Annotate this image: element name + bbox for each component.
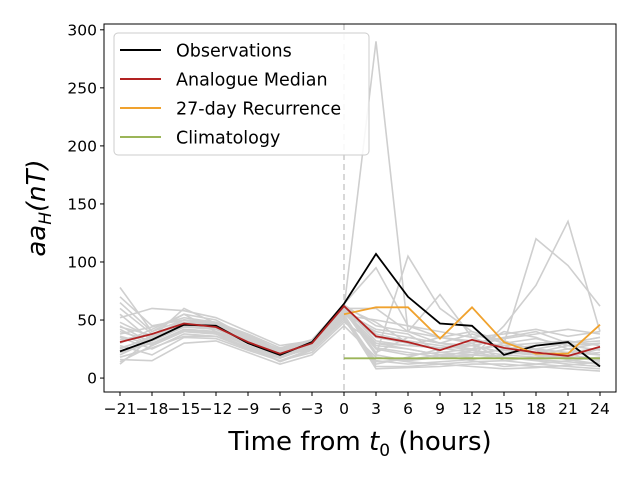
axes-frame	[103, 23, 617, 393]
x-tick-label: 9	[435, 400, 445, 418]
analogue-line	[119, 314, 601, 365]
y-tick-label: 300	[67, 21, 97, 39]
legend-label: 27-day Recurrence	[176, 100, 341, 120]
y-tick-label: 250	[67, 79, 97, 97]
legend-label: Analogue Median	[176, 71, 328, 91]
x-tick-label: −3	[301, 400, 324, 418]
x-tick-label: −6	[269, 400, 292, 418]
plot-area: −21 −18 −15 −12 −9 −6 −3 0 3 6 9 12 15 18 21 24 0 50 100 1…	[67, 21, 617, 418]
legend-box	[113, 32, 370, 156]
x-tick-label: −12	[200, 400, 233, 418]
analogue-line	[119, 302, 601, 361]
x-axis-title: Time from t0 (hours)	[227, 427, 491, 461]
legend: Observations Analogue Median 27-day Recurr…	[113, 32, 370, 156]
27-day-recurrence-line	[343, 306, 601, 355]
analogue-line	[119, 314, 601, 359]
y-axis-title: aaH(nT)	[22, 159, 56, 256]
x-tick-label: 15	[494, 400, 514, 418]
x-tick-label: 0	[339, 400, 349, 418]
analogue-line	[119, 324, 601, 370]
x-tick-label: −15	[168, 400, 201, 418]
analogue-median-line	[119, 304, 601, 357]
analogue-lines	[119, 41, 601, 372]
x-tick-label: −18	[136, 400, 169, 418]
x-tick-label: 18	[526, 400, 546, 418]
analogue-line	[119, 309, 601, 363]
x-tick-label: 6	[403, 400, 413, 418]
x-tick-label: −21	[104, 400, 137, 418]
y-tick-label: 0	[87, 370, 97, 388]
x-tick-label: 21	[558, 400, 578, 418]
y-tick-label: 100	[67, 253, 97, 271]
y-tick-label: 200	[67, 137, 97, 155]
x-tick-label: 3	[371, 400, 381, 418]
analogue-line	[119, 306, 601, 353]
legend-label: Observations	[176, 42, 292, 62]
x-axis-ticks: −21 −18 −15 −12 −9 −6 −3 0 3 6 9 12 15 18 21 24	[104, 392, 610, 418]
y-tick-label: 50	[77, 312, 97, 330]
main-series-lines	[119, 252, 601, 368]
y-tick-label: 150	[67, 195, 97, 213]
x-tick-label: 24	[590, 400, 610, 418]
x-tick-label: −9	[237, 400, 260, 418]
x-tick-label: 12	[462, 400, 482, 418]
legend-label: Climatology	[176, 129, 280, 149]
y-axis-ticks: 0 50 100 150 200 250 300	[67, 21, 104, 388]
